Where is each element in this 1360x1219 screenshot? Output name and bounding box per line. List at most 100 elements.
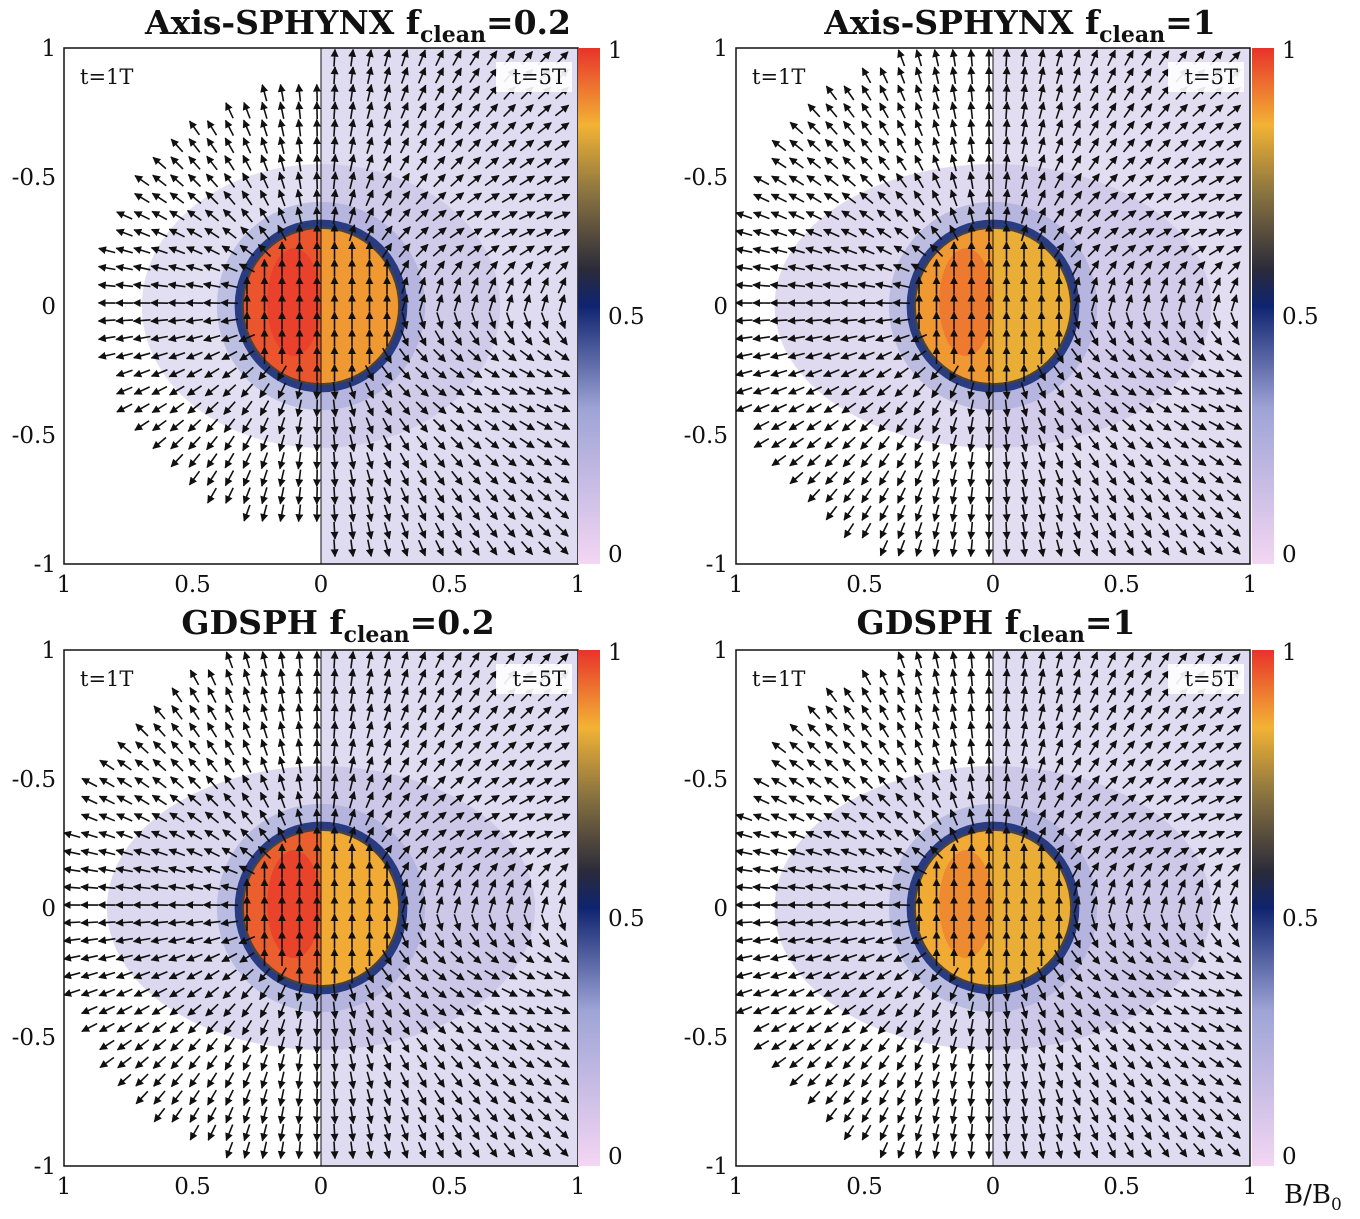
y-tick-label: -0.5 (684, 1025, 728, 1051)
field-arrow (485, 121, 499, 135)
field-arrow (277, 118, 286, 137)
field-arrow (150, 316, 169, 325)
field-arrow (398, 366, 411, 380)
field-arrow (415, 418, 429, 433)
field-arrow (383, 101, 392, 119)
field-arrow (115, 386, 133, 395)
field-arrow (519, 175, 535, 186)
field-arrow (348, 118, 357, 137)
field-arrow (502, 157, 517, 169)
field-arrow (168, 351, 186, 360)
field-arrow (505, 312, 514, 330)
colorbar (578, 650, 600, 1166)
field-arrow (537, 104, 552, 117)
field-arrow (417, 330, 427, 347)
y-tick-label: 0 (41, 294, 56, 320)
field-arrow (220, 316, 239, 325)
field-arrow (187, 419, 202, 432)
field-arrow (484, 349, 500, 362)
field-arrow (222, 384, 237, 397)
field-arrow (151, 385, 168, 396)
field-arrow (348, 399, 357, 417)
field-arrow (170, 156, 184, 170)
field-arrow (115, 281, 134, 290)
field-arrow (134, 174, 150, 187)
field-arrow (415, 384, 429, 397)
field-arrow (133, 386, 151, 395)
field-arrow (501, 193, 518, 203)
field-arrow (186, 368, 203, 378)
field-arrow (536, 228, 554, 238)
field-arrow (1002, 83, 1011, 102)
field-arrow (418, 312, 427, 330)
field-arrow (167, 316, 186, 325)
field-arrow (364, 365, 375, 382)
field-arrow (503, 103, 516, 118)
field-arrow (502, 349, 517, 362)
field-arrow (432, 191, 447, 205)
field-arrow (133, 369, 151, 378)
field-arrow (348, 206, 357, 224)
field-arrow (415, 226, 429, 240)
field-arrow (205, 401, 219, 415)
field-arrow (1002, 685, 1011, 704)
field-arrow (115, 334, 134, 343)
field-arrow (468, 120, 481, 135)
field-arrow (224, 155, 235, 171)
field-arrow (449, 402, 465, 414)
field-arrow (451, 85, 463, 101)
field-arrow (984, 983, 993, 1002)
field-arrow (277, 224, 287, 241)
field-arrow (116, 403, 133, 413)
field-arrow (401, 49, 409, 67)
field-arrow (277, 365, 287, 381)
field-arrow (1002, 1123, 1011, 1142)
y-tick-label: -1 (706, 552, 728, 578)
colorbar-tick-label: 0.5 (608, 906, 645, 932)
field-arrow (330, 66, 339, 85)
field-arrow (892, 900, 911, 909)
field-arrow (187, 402, 202, 414)
bubble-core (267, 850, 322, 959)
field-arrow (168, 228, 185, 238)
field-arrow (503, 261, 516, 275)
field-arrow (277, 136, 286, 154)
field-arrow (541, 294, 549, 312)
field-arrow (449, 192, 465, 204)
field-arrow (241, 190, 253, 206)
field-arrow (239, 244, 255, 257)
field-arrow (398, 226, 411, 240)
field-arrow (169, 210, 185, 221)
field-arrow (330, 382, 339, 400)
field-arrow (134, 420, 150, 431)
field-arrow (398, 348, 411, 364)
field-arrow (204, 384, 220, 397)
field-arrow (381, 365, 393, 381)
colorbar-label: B/B0 (1284, 1180, 1342, 1215)
field-arrow (188, 120, 201, 136)
y-tick-label: 0 (41, 896, 56, 922)
field-arrow (554, 122, 570, 134)
field-arrow (241, 417, 253, 434)
field-arrow (520, 104, 534, 117)
field-arrow (97, 334, 116, 343)
field-arrow (484, 228, 501, 238)
field-arrow (1002, 48, 1011, 67)
field-arrow (330, 188, 339, 207)
field-arrow (467, 244, 482, 257)
y-tick-label: -1 (34, 1154, 56, 1180)
x-tick-label: 0.5 (846, 572, 883, 598)
field-arrow (484, 368, 500, 378)
field-arrow (330, 153, 339, 172)
field-arrow (221, 245, 238, 256)
colorbar (578, 48, 600, 564)
field-arrow (538, 330, 551, 346)
field-arrow (554, 350, 570, 361)
y-tick-label: -0.5 (684, 423, 728, 449)
field-arrow (469, 330, 480, 346)
field-arrow (538, 261, 551, 275)
field-arrow (150, 281, 169, 290)
field-arrow (365, 171, 374, 189)
field-arrow (312, 381, 321, 400)
colorbar-tick-label: 0 (1282, 1144, 1297, 1170)
